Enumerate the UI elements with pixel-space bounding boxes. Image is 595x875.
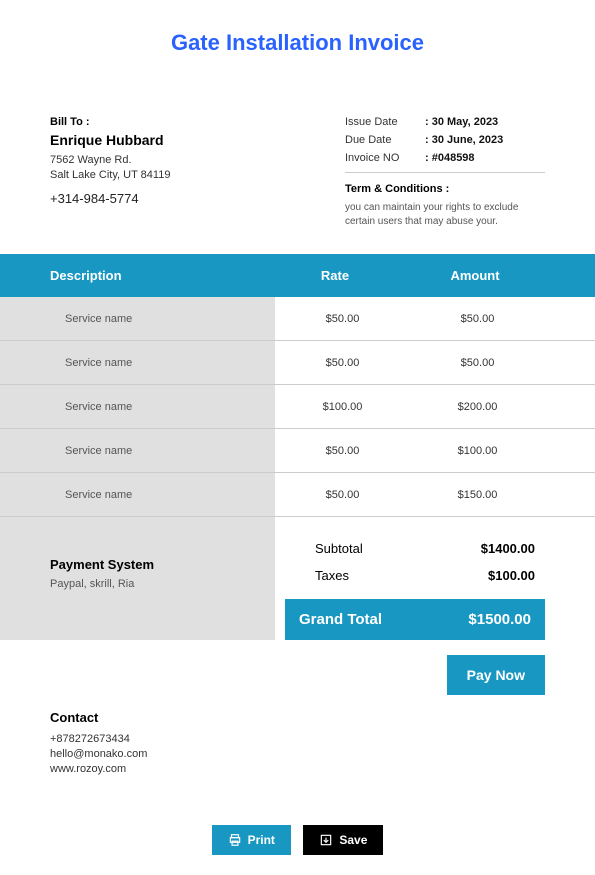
cell-amount: $200.00: [410, 385, 545, 429]
cell-amount: $150.00: [410, 473, 545, 517]
table-row: Service name $50.00 $50.00: [0, 297, 595, 341]
bill-to-name: Enrique Hubbard: [50, 132, 345, 148]
cell-amount: $50.00: [410, 297, 545, 341]
subtotal-row: Subtotal $1400.00: [275, 535, 545, 562]
payment-system-label: Payment System: [50, 557, 275, 572]
invoice-no-value: : #048598: [425, 152, 475, 164]
contact-block: Contact +878272673434 hello@monako.com w…: [0, 695, 595, 775]
save-button[interactable]: Save: [303, 825, 383, 855]
cell-rate: $50.00: [275, 297, 410, 341]
row-pad: [545, 297, 595, 341]
save-icon: [319, 833, 333, 847]
table-row: Service name $50.00 $100.00: [0, 429, 595, 473]
table-row: Service name $100.00 $200.00: [0, 385, 595, 429]
bill-to-address1: 7562 Wayne Rd.: [50, 154, 345, 166]
contact-phone: +878272673434: [50, 733, 545, 745]
cell-desc: Service name: [0, 473, 275, 517]
cell-rate: $50.00: [275, 429, 410, 473]
th-description: Description: [50, 268, 265, 283]
cell-rate: $100.00: [275, 385, 410, 429]
cell-amount: $100.00: [410, 429, 545, 473]
cell-desc: Service name: [0, 297, 275, 341]
payment-system-block: Payment System Paypal, skrill, Ria: [0, 517, 275, 640]
issue-date-value: : 30 May, 2023: [425, 116, 498, 128]
cell-desc: Service name: [0, 341, 275, 385]
subtotal-value: $1400.00: [481, 541, 535, 556]
row-pad: [545, 429, 595, 473]
due-date-label: Due Date: [345, 134, 425, 146]
bill-to-block: Bill To : Enrique Hubbard 7562 Wayne Rd.…: [50, 116, 345, 229]
terms-label: Term & Conditions :: [345, 183, 545, 195]
print-icon: [228, 833, 242, 847]
issue-date-label: Issue Date: [345, 116, 425, 128]
taxes-value: $100.00: [488, 568, 535, 583]
issue-date-row: Issue Date : 30 May, 2023: [345, 116, 545, 128]
terms-text: you can maintain your rights to exclude …: [345, 201, 545, 229]
cell-desc: Service name: [0, 429, 275, 473]
row-pad: [545, 341, 595, 385]
contact-label: Contact: [50, 710, 545, 725]
save-label: Save: [339, 833, 367, 847]
table-row: Service name $50.00 $150.00: [0, 473, 595, 517]
summary-section: Payment System Paypal, skrill, Ria Subto…: [0, 517, 595, 640]
grand-total-label: Grand Total: [299, 611, 382, 628]
th-rate: Rate: [265, 268, 405, 283]
invoice-meta: Issue Date : 30 May, 2023 Due Date : 30 …: [345, 116, 545, 229]
table-header: Description Rate Amount: [0, 254, 595, 297]
paynow-wrap: Pay Now: [0, 640, 595, 695]
payment-methods: Paypal, skrill, Ria: [50, 578, 275, 590]
bill-to-address2: Salt Lake City, UT 84119: [50, 169, 345, 181]
contact-email: hello@monako.com: [50, 748, 545, 760]
cell-amount: $50.00: [410, 341, 545, 385]
cell-desc: Service name: [0, 385, 275, 429]
invoice-no-row: Invoice NO : #048598: [345, 152, 545, 164]
grand-total-row: Grand Total $1500.00: [285, 599, 545, 640]
bill-to-phone: +314-984-5774: [50, 191, 345, 206]
taxes-label: Taxes: [315, 568, 349, 583]
taxes-row: Taxes $100.00: [275, 562, 545, 589]
bill-to-label: Bill To :: [50, 116, 345, 128]
table-body: Service name $50.00 $50.00 Service name …: [0, 297, 595, 517]
print-button[interactable]: Print: [212, 825, 291, 855]
th-amount: Amount: [405, 268, 545, 283]
invoice-no-label: Invoice NO: [345, 152, 425, 164]
top-section: Bill To : Enrique Hubbard 7562 Wayne Rd.…: [0, 116, 595, 229]
print-label: Print: [248, 833, 275, 847]
totals-block: Subtotal $1400.00 Taxes $100.00 Grand To…: [275, 517, 595, 640]
due-date-value: : 30 June, 2023: [425, 134, 503, 146]
subtotal-label: Subtotal: [315, 541, 363, 556]
action-buttons: Print Save: [0, 825, 595, 855]
table-row: Service name $50.00 $50.00: [0, 341, 595, 385]
cell-rate: $50.00: [275, 341, 410, 385]
contact-website: www.rozoy.com: [50, 763, 545, 775]
due-date-row: Due Date : 30 June, 2023: [345, 134, 545, 146]
invoice-page: Gate Installation Invoice Bill To : Enri…: [0, 0, 595, 875]
row-pad: [545, 473, 595, 517]
pay-now-button[interactable]: Pay Now: [447, 655, 545, 695]
page-title: Gate Installation Invoice: [0, 30, 595, 56]
grand-total-value: $1500.00: [468, 611, 531, 628]
cell-rate: $50.00: [275, 473, 410, 517]
meta-divider: [345, 172, 545, 173]
row-pad: [545, 385, 595, 429]
